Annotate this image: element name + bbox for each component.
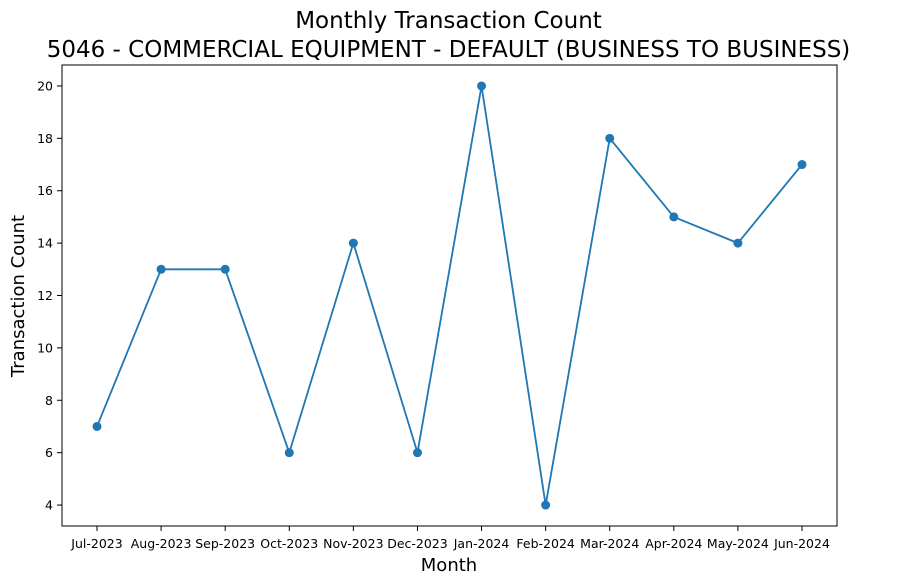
x-tick-label: May-2024 <box>707 536 769 551</box>
data-point <box>156 264 166 274</box>
x-tick-label: Feb-2024 <box>516 536 575 551</box>
data-point <box>220 264 230 274</box>
y-tick-label: 10 <box>37 340 53 355</box>
y-tick-label: 14 <box>37 236 53 251</box>
data-point <box>669 212 679 222</box>
y-tick-label: 12 <box>37 288 53 303</box>
data-point <box>412 448 422 458</box>
data-point <box>348 238 358 248</box>
data-point <box>797 160 807 170</box>
chart-subtitle: 5046 - COMMERCIAL EQUIPMENT - DEFAULT (B… <box>47 37 851 63</box>
x-tick-label: Jan-2024 <box>453 536 510 551</box>
x-tick-label: Sep-2023 <box>195 536 255 551</box>
y-axis-ticks: 4 6 8 10 12 14 16 18 20 <box>37 78 62 513</box>
data-point <box>733 238 743 248</box>
y-axis-label: Transaction Count <box>8 215 29 378</box>
x-tick-label: Jun-2024 <box>773 536 830 551</box>
y-tick-label: 4 <box>45 498 53 513</box>
data-point <box>477 81 487 91</box>
x-tick-label: Oct-2023 <box>260 536 318 551</box>
x-tick-label: Mar-2024 <box>580 536 639 551</box>
x-tick-label: Apr-2024 <box>645 536 702 551</box>
data-point <box>92 421 102 431</box>
data-point <box>541 500 551 510</box>
x-axis-label: Month <box>421 555 477 576</box>
data-point <box>605 133 615 143</box>
y-tick-label: 20 <box>37 78 53 93</box>
x-tick-label: Jul-2023 <box>70 536 122 551</box>
x-axis-ticks: Jul-2023 Aug-2023 Sep-2023 Oct-2023 Nov-2023… <box>70 526 830 551</box>
data-point <box>284 448 294 458</box>
series-line <box>96 85 803 506</box>
y-tick-label: 16 <box>37 183 53 198</box>
y-tick-label: 8 <box>45 393 53 408</box>
x-tick-label: Dec-2023 <box>387 536 448 551</box>
y-tick-label: 18 <box>37 131 53 146</box>
chart-title: Monthly Transaction Count <box>295 8 602 34</box>
series-transaction-count <box>92 81 807 510</box>
y-tick-label: 6 <box>45 445 53 460</box>
x-tick-label: Nov-2023 <box>323 536 383 551</box>
x-tick-label: Aug-2023 <box>131 536 192 551</box>
